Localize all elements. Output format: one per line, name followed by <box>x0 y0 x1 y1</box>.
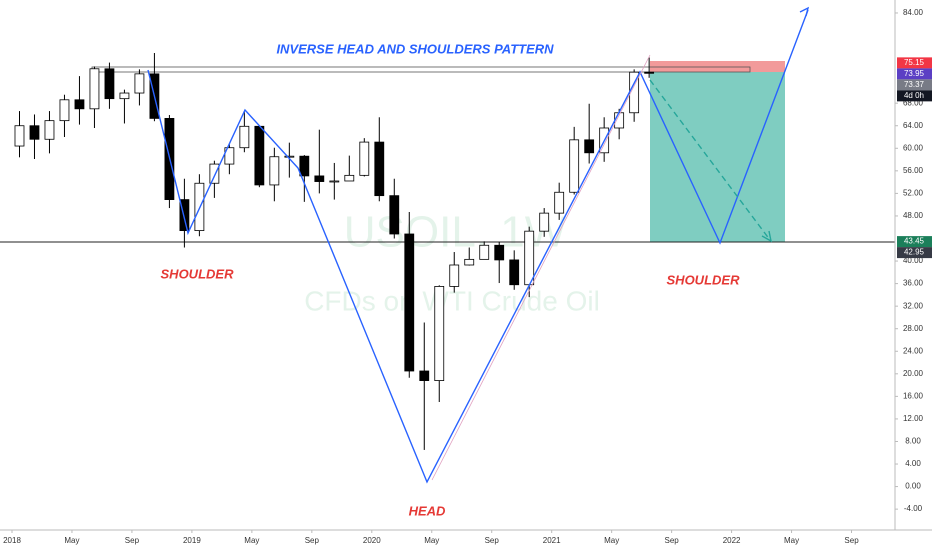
x-tick-label: Sep <box>485 536 500 545</box>
candle-body <box>29 125 40 140</box>
price-label-box <box>897 79 932 91</box>
stop-zone <box>650 61 785 72</box>
projection-line <box>649 79 771 241</box>
y-tick-label: 60.00 <box>903 143 924 152</box>
candle-body <box>209 163 220 184</box>
x-tick-label: May <box>244 536 259 545</box>
candle-body <box>314 175 325 182</box>
candle-body <box>539 212 550 232</box>
candle-body <box>584 139 595 154</box>
candle-body <box>419 370 430 381</box>
x-tick-label: Sep <box>305 536 320 545</box>
y-tick-label: 36.00 <box>903 279 924 288</box>
y-tick-label: 84.00 <box>903 8 924 17</box>
arrow-head <box>799 6 810 17</box>
x-tick-label: 2022 <box>723 536 741 545</box>
candle-body <box>44 120 55 140</box>
pattern-zigzag <box>147 9 809 484</box>
candle-body <box>299 155 310 177</box>
y-tick-label: 8.00 <box>905 437 921 446</box>
annotation: SHOULDER <box>161 266 235 281</box>
candle-body <box>389 195 400 235</box>
candle-body <box>434 286 445 381</box>
candle-body <box>59 99 70 122</box>
candle-body <box>14 125 25 147</box>
price-label: 43.45 <box>904 237 925 246</box>
x-tick-label: 2020 <box>363 536 381 545</box>
candle-body <box>374 141 385 197</box>
candle-body <box>449 264 460 287</box>
candle-body <box>284 155 295 158</box>
y-tick-label: 56.00 <box>903 166 924 175</box>
candle-body <box>104 68 115 100</box>
candle-body <box>224 147 235 165</box>
x-tick-label: Sep <box>665 536 680 545</box>
candle-body <box>569 139 580 193</box>
annotation: HEAD <box>409 503 446 518</box>
candle-body <box>404 233 415 372</box>
x-tick-label: May <box>424 536 439 545</box>
y-tick-label: 24.00 <box>903 346 924 355</box>
x-tick-label: 2018 <box>3 536 21 545</box>
y-tick-label: -4.00 <box>904 504 923 513</box>
price-label-box <box>897 236 932 248</box>
candle-body <box>479 244 490 260</box>
price-label-box <box>897 57 932 69</box>
chart-title: INVERSE HEAD AND SHOULDERS PATTERN <box>276 41 554 56</box>
y-tick-label: 20.00 <box>903 369 924 378</box>
x-tick-label: May <box>604 536 619 545</box>
candle-body <box>74 99 85 110</box>
candle-body <box>464 258 475 266</box>
candle-body <box>524 230 535 286</box>
y-tick-label: 40.00 <box>903 256 924 265</box>
price-label-box <box>897 247 932 259</box>
pattern-drawing <box>147 6 810 484</box>
annotation: SHOULDER <box>667 272 741 287</box>
y-tick-label: 52.00 <box>903 189 924 198</box>
candle-body <box>269 156 280 186</box>
price-label: 75.15 <box>904 58 925 67</box>
candle-body <box>119 92 130 100</box>
watermark-description: CFDs on WTI Crude Oil <box>304 285 600 316</box>
candle-body <box>89 68 100 110</box>
y-tick-label: 64.00 <box>903 121 924 130</box>
candle-body <box>554 191 565 214</box>
candle-body <box>344 174 355 182</box>
y-tick-label: 0.00 <box>905 482 921 491</box>
price-label: 73.37 <box>904 80 925 89</box>
y-tick-label: 48.00 <box>903 211 924 220</box>
y-tick-label: 12.00 <box>903 414 924 423</box>
profit-zone <box>650 72 785 242</box>
projection-arrow <box>761 230 772 243</box>
countdown: 4d 0h <box>904 91 924 100</box>
price-label-box <box>897 68 932 80</box>
candle-body <box>179 199 190 232</box>
y-tick-label: 32.00 <box>903 301 924 310</box>
x-tick-label: 2019 <box>183 536 201 545</box>
countdown-box <box>897 90 932 102</box>
y-tick-label: 28.00 <box>903 324 924 333</box>
x-tick-label: May <box>784 536 799 545</box>
x-tick-label: 2021 <box>543 536 561 545</box>
y-tick-label: 68.00 <box>903 98 924 107</box>
x-tick-label: May <box>64 536 79 545</box>
candle-body <box>644 71 655 74</box>
candle-body <box>239 125 250 149</box>
candle-body <box>134 73 145 94</box>
trend-line <box>431 54 651 481</box>
price-label: 73.95 <box>904 69 925 78</box>
y-tick-label: 4.00 <box>905 459 921 468</box>
candle-body <box>494 244 505 261</box>
candle-body <box>509 259 520 286</box>
candle-body <box>254 125 265 186</box>
candle-body <box>359 141 370 176</box>
x-tick-label: Sep <box>844 536 859 545</box>
candle-body <box>329 180 340 183</box>
x-tick-label: Sep <box>125 536 140 545</box>
y-tick-label: 16.00 <box>903 391 924 400</box>
price-label: 42.95 <box>904 248 925 257</box>
